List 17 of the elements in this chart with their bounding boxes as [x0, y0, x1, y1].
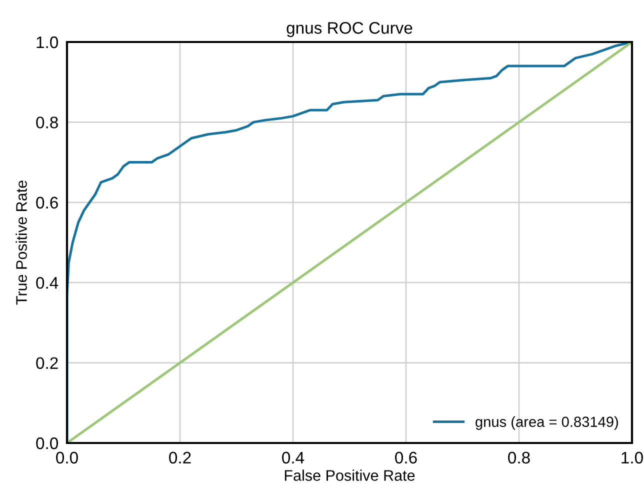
x-tick-label: 0.2: [169, 452, 191, 464]
x-axis-title: False Positive Rate: [284, 470, 415, 481]
chart-title: gnus ROC Curve: [286, 22, 412, 38]
line-series: [67, 42, 632, 443]
legend-label: gnus (area = 0.83149): [476, 416, 618, 430]
text: 1.0: [36, 36, 58, 48]
y-tick-label: 0.6: [36, 196, 58, 209]
y-tick-label: 0.2: [36, 357, 58, 370]
y-tick-label: 0.4: [36, 277, 58, 289]
y-tick-label: 0.8: [36, 116, 58, 128]
x-tick-label: 0.8: [508, 452, 530, 464]
text: 0.0: [56, 452, 78, 464]
y-axis-title: True Positive Rate: [16, 180, 27, 305]
text: 1.0: [622, 452, 643, 464]
x-tick-label: 0.6: [395, 452, 417, 464]
text: 0.0: [36, 437, 58, 450]
x-tick-label: 0.4: [282, 452, 304, 464]
